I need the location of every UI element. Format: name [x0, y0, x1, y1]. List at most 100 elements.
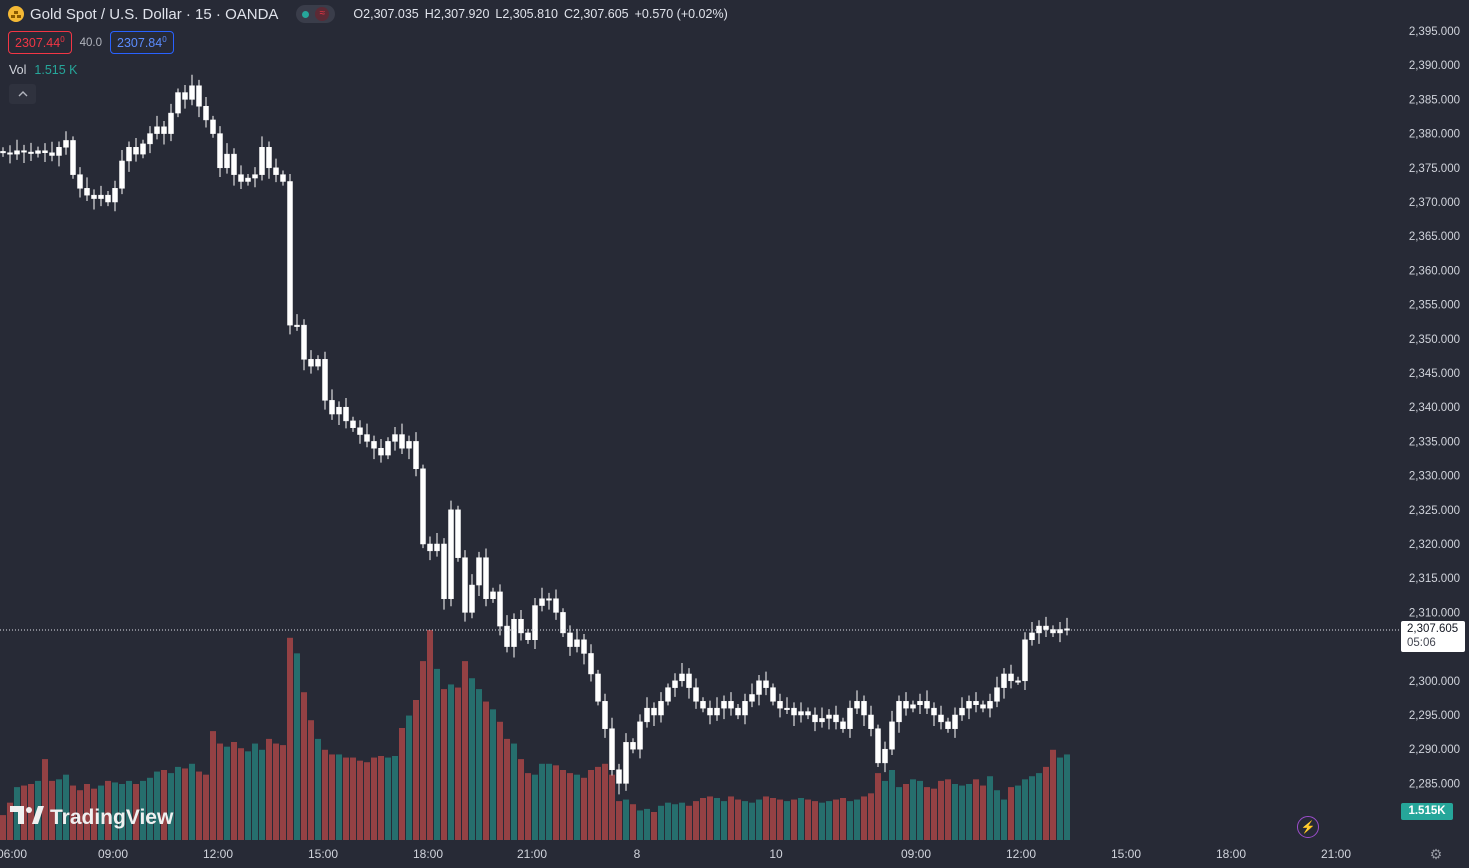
- volume-bar: [49, 780, 55, 840]
- candle-body: [560, 612, 566, 634]
- volume-bar: [581, 777, 587, 840]
- candle-body: [973, 701, 979, 705]
- volume-bar: [938, 780, 944, 840]
- candle-body: [161, 126, 167, 134]
- candle-body: [588, 653, 594, 675]
- volume-bar: [770, 798, 776, 840]
- tradingview-mark-icon: [10, 806, 44, 830]
- volume-legend[interactable]: Vol 1.515 K: [9, 63, 77, 77]
- candle-body: [203, 105, 209, 121]
- sell-button[interactable]: 2307.440: [8, 31, 72, 55]
- candle-body: [770, 687, 776, 702]
- candle-body: [504, 625, 510, 647]
- volume-bar: [14, 787, 20, 840]
- volume-bar: [798, 798, 804, 840]
- volume-bar: [616, 801, 622, 840]
- volume-bar: [147, 777, 153, 840]
- volume-bar: [896, 787, 902, 840]
- volume-bar: [805, 799, 811, 840]
- volume-bar: [735, 799, 741, 840]
- price-tick-label: 2,320.000: [1409, 539, 1460, 551]
- price-tick-label: 2,290.000: [1409, 744, 1460, 756]
- volume-bar: [980, 785, 986, 840]
- status-indicators[interactable]: ≈: [296, 5, 336, 23]
- candle-body: [665, 687, 671, 702]
- candle-body: [231, 153, 237, 175]
- candle-body: [140, 143, 146, 155]
- price-tick-label: 2,330.000: [1409, 471, 1460, 483]
- volume-bar: [910, 779, 916, 840]
- candle-body: [42, 150, 48, 154]
- candle-body: [14, 150, 20, 155]
- candle-body: [987, 701, 993, 709]
- volume-bar: [903, 784, 909, 840]
- symbol-title[interactable]: Gold Spot / U.S. Dollar · 15 · OANDA: [30, 5, 279, 23]
- candle-body: [721, 701, 727, 709]
- candle-body: [959, 707, 965, 716]
- volume-bar: [189, 763, 195, 840]
- gear-icon[interactable]: ⚙: [1429, 845, 1443, 862]
- candle-body: [357, 427, 363, 435]
- price-tick-label: 2,365.000: [1409, 231, 1460, 243]
- candle-body: [693, 687, 699, 702]
- volume-bar: [371, 757, 377, 840]
- volume-bar: [623, 799, 629, 840]
- volume-bar: [707, 796, 713, 840]
- volume-bar: [763, 796, 769, 840]
- volume-bar: [245, 751, 251, 840]
- candle-body: [483, 557, 489, 599]
- price-axis[interactable]: 2,395.000 2,390.000 2,385.000 2,380.000 2,37…: [1400, 0, 1469, 845]
- candle-body: [658, 701, 664, 716]
- volume-bar: [560, 770, 566, 840]
- buy-button[interactable]: 2307.840: [110, 31, 174, 55]
- candle-body: [1064, 628, 1070, 631]
- candle-body: [350, 420, 356, 428]
- candle-body: [791, 707, 797, 716]
- candle-body: [434, 543, 440, 552]
- candle-body: [147, 133, 153, 145]
- volume-bar: [217, 743, 223, 840]
- price-tick-label: 2,370.000: [1409, 197, 1460, 209]
- candle-body: [707, 707, 713, 716]
- price-axis-bg: [1400, 0, 1469, 845]
- time-tick-label: 8: [634, 847, 641, 861]
- volume-bar: [644, 808, 650, 840]
- collapse-legend-button[interactable]: [9, 84, 36, 104]
- candle-body: [469, 584, 475, 613]
- volume-bar: [266, 738, 272, 840]
- volume-bar: [210, 731, 216, 840]
- volume-bar: [441, 689, 447, 840]
- candle-body: [1008, 673, 1014, 682]
- volume-bar: [224, 746, 230, 840]
- candle-body: [28, 151, 34, 154]
- lightning-bolt-icon[interactable]: ⚡: [1297, 816, 1319, 838]
- volume-bar: [455, 687, 461, 840]
- volume-bar: [1029, 776, 1035, 840]
- volume-bar: [154, 771, 160, 840]
- candle-body: [574, 639, 580, 647]
- volume-bar: [42, 759, 48, 840]
- candle-body: [182, 92, 188, 100]
- time-axis[interactable]: 06:00 09:00 12:00 15:00 18:00 21:00 8 10 09:00 12…: [0, 843, 1469, 868]
- volume-bar: [462, 661, 468, 840]
- spread-value: 40.0: [79, 36, 103, 49]
- current-volume-label: 1.515K: [1401, 803, 1453, 820]
- volume-bar: [343, 757, 349, 840]
- candle-body: [924, 701, 930, 709]
- candle-body: [672, 680, 678, 688]
- volume-bar: [525, 773, 531, 840]
- candle-body: [1015, 680, 1021, 683]
- volume-bar: [364, 762, 370, 840]
- candle-body: [798, 711, 804, 716]
- price-tick-label: 2,355.000: [1409, 300, 1460, 312]
- volume-bar: [315, 738, 321, 840]
- tradingview-logo[interactable]: TradingView: [10, 806, 173, 830]
- volume-bar: [784, 801, 790, 840]
- volume-bar: [329, 754, 335, 840]
- candle-body: [980, 704, 986, 709]
- price-tick-label: 2,300.000: [1409, 676, 1460, 688]
- candle-body: [840, 721, 846, 729]
- candle-body: [364, 434, 370, 442]
- volume-bar: [882, 780, 888, 840]
